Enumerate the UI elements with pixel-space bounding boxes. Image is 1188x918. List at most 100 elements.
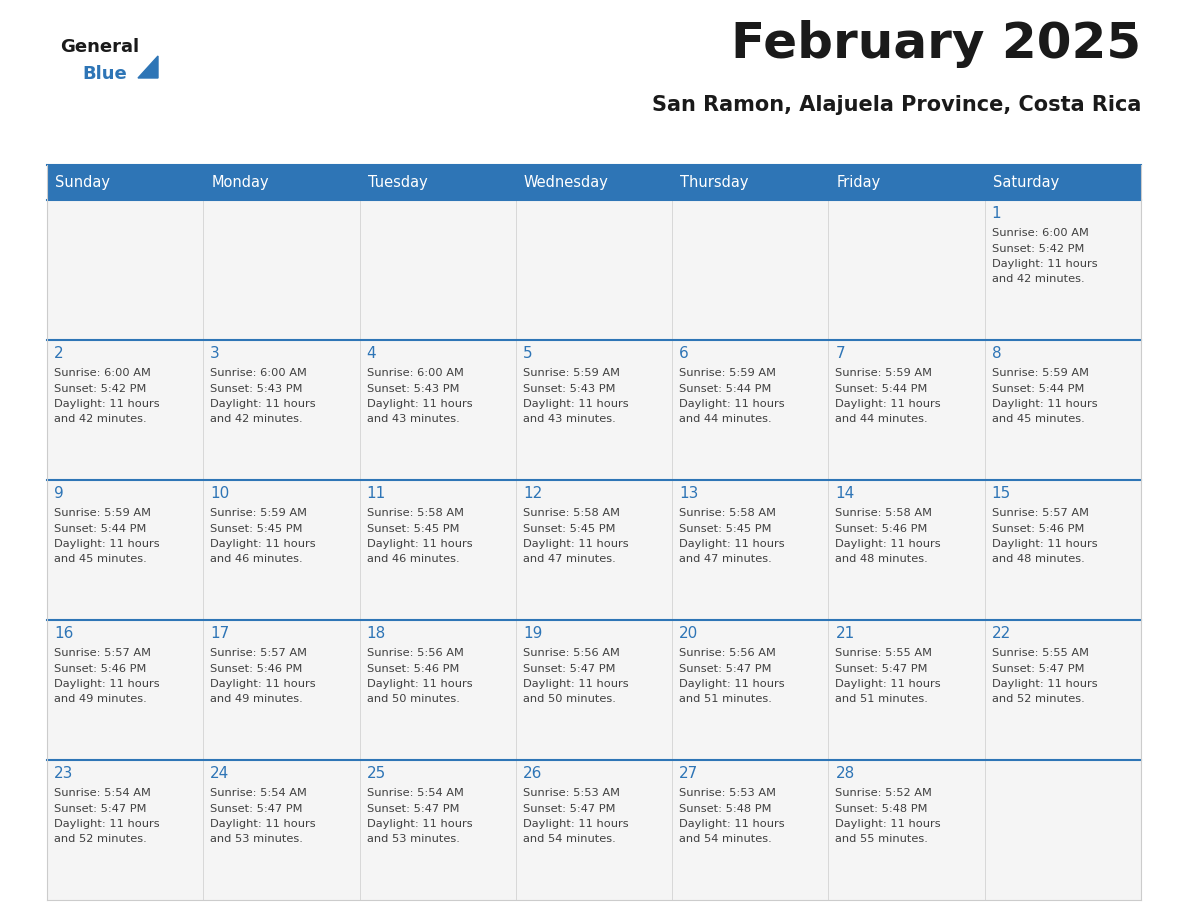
- Text: Daylight: 11 hours: Daylight: 11 hours: [992, 539, 1098, 549]
- Text: Monday: Monday: [211, 175, 268, 190]
- Text: Sunset: 5:47 PM: Sunset: 5:47 PM: [835, 664, 928, 674]
- Text: Sunrise: 5:55 AM: Sunrise: 5:55 AM: [992, 648, 1088, 658]
- Text: and 54 minutes.: and 54 minutes.: [680, 834, 772, 845]
- Bar: [203, 620, 360, 760]
- Bar: [985, 340, 1140, 480]
- Text: Sunset: 5:43 PM: Sunset: 5:43 PM: [523, 384, 615, 394]
- Bar: [828, 620, 985, 760]
- Text: 14: 14: [835, 486, 854, 501]
- Text: Saturday: Saturday: [993, 175, 1059, 190]
- Bar: [360, 200, 516, 340]
- Text: Daylight: 11 hours: Daylight: 11 hours: [680, 399, 785, 409]
- Text: Sunset: 5:47 PM: Sunset: 5:47 PM: [523, 803, 615, 813]
- Bar: [985, 165, 1140, 200]
- Text: Daylight: 11 hours: Daylight: 11 hours: [523, 539, 628, 549]
- Text: Daylight: 11 hours: Daylight: 11 hours: [680, 819, 785, 829]
- Text: 18: 18: [367, 626, 386, 641]
- Bar: [672, 620, 828, 760]
- Text: and 48 minutes.: and 48 minutes.: [835, 554, 928, 565]
- Text: 22: 22: [992, 626, 1011, 641]
- Text: Sunrise: 5:59 AM: Sunrise: 5:59 AM: [835, 368, 933, 378]
- Text: Sunrise: 6:00 AM: Sunrise: 6:00 AM: [367, 368, 463, 378]
- Text: Sunrise: 5:57 AM: Sunrise: 5:57 AM: [53, 648, 151, 658]
- Text: 26: 26: [523, 766, 542, 781]
- Text: and 43 minutes.: and 43 minutes.: [523, 415, 615, 424]
- Text: Daylight: 11 hours: Daylight: 11 hours: [680, 679, 785, 689]
- Text: 25: 25: [367, 766, 386, 781]
- Text: Daylight: 11 hours: Daylight: 11 hours: [835, 399, 941, 409]
- Text: 7: 7: [835, 346, 845, 361]
- Text: and 51 minutes.: and 51 minutes.: [835, 695, 928, 704]
- Text: Sunrise: 5:57 AM: Sunrise: 5:57 AM: [992, 508, 1088, 518]
- Text: Friday: Friday: [836, 175, 880, 190]
- Text: Sunrise: 5:59 AM: Sunrise: 5:59 AM: [680, 368, 776, 378]
- Text: Sunset: 5:45 PM: Sunset: 5:45 PM: [210, 523, 303, 533]
- Text: Sunrise: 5:54 AM: Sunrise: 5:54 AM: [210, 788, 308, 798]
- Text: and 52 minutes.: and 52 minutes.: [53, 834, 147, 845]
- Bar: [48, 165, 203, 200]
- Text: 12: 12: [523, 486, 542, 501]
- Text: Daylight: 11 hours: Daylight: 11 hours: [210, 819, 316, 829]
- Text: 21: 21: [835, 626, 854, 641]
- Text: and 52 minutes.: and 52 minutes.: [992, 695, 1085, 704]
- Bar: [203, 480, 360, 620]
- Bar: [828, 165, 985, 200]
- Bar: [203, 340, 360, 480]
- Text: Sunrise: 5:58 AM: Sunrise: 5:58 AM: [680, 508, 776, 518]
- Text: Sunrise: 5:55 AM: Sunrise: 5:55 AM: [835, 648, 933, 658]
- Text: 19: 19: [523, 626, 542, 641]
- Text: Sunrise: 5:59 AM: Sunrise: 5:59 AM: [523, 368, 620, 378]
- Text: Daylight: 11 hours: Daylight: 11 hours: [992, 679, 1098, 689]
- Text: and 44 minutes.: and 44 minutes.: [680, 415, 772, 424]
- Text: 6: 6: [680, 346, 689, 361]
- Text: Daylight: 11 hours: Daylight: 11 hours: [680, 539, 785, 549]
- Bar: [203, 165, 360, 200]
- Text: Daylight: 11 hours: Daylight: 11 hours: [523, 819, 628, 829]
- Bar: [672, 200, 828, 340]
- Text: 16: 16: [53, 626, 74, 641]
- Text: Sunset: 5:44 PM: Sunset: 5:44 PM: [835, 384, 928, 394]
- Text: Sunrise: 5:59 AM: Sunrise: 5:59 AM: [992, 368, 1088, 378]
- Text: and 51 minutes.: and 51 minutes.: [680, 695, 772, 704]
- Text: 5: 5: [523, 346, 532, 361]
- Text: Daylight: 11 hours: Daylight: 11 hours: [992, 259, 1098, 269]
- Text: Sunset: 5:47 PM: Sunset: 5:47 PM: [367, 803, 459, 813]
- Text: 3: 3: [210, 346, 220, 361]
- Text: and 48 minutes.: and 48 minutes.: [992, 554, 1085, 565]
- Text: and 50 minutes.: and 50 minutes.: [523, 695, 615, 704]
- Text: Sunset: 5:46 PM: Sunset: 5:46 PM: [835, 523, 928, 533]
- Text: Daylight: 11 hours: Daylight: 11 hours: [53, 819, 159, 829]
- Text: Sunrise: 5:53 AM: Sunrise: 5:53 AM: [523, 788, 620, 798]
- Bar: [516, 165, 672, 200]
- Text: Sunrise: 5:56 AM: Sunrise: 5:56 AM: [367, 648, 463, 658]
- Text: Daylight: 11 hours: Daylight: 11 hours: [835, 819, 941, 829]
- Bar: [516, 620, 672, 760]
- Text: Sunrise: 5:56 AM: Sunrise: 5:56 AM: [523, 648, 620, 658]
- Text: Sunrise: 5:58 AM: Sunrise: 5:58 AM: [835, 508, 933, 518]
- Text: Sunrise: 5:57 AM: Sunrise: 5:57 AM: [210, 648, 308, 658]
- Text: Daylight: 11 hours: Daylight: 11 hours: [367, 539, 472, 549]
- Text: Sunrise: 5:58 AM: Sunrise: 5:58 AM: [367, 508, 463, 518]
- Text: 20: 20: [680, 626, 699, 641]
- Bar: [672, 480, 828, 620]
- Bar: [48, 480, 203, 620]
- Text: and 47 minutes.: and 47 minutes.: [680, 554, 772, 565]
- Bar: [828, 760, 985, 900]
- Text: 2: 2: [53, 346, 64, 361]
- Text: 13: 13: [680, 486, 699, 501]
- Text: 28: 28: [835, 766, 854, 781]
- Text: 17: 17: [210, 626, 229, 641]
- Text: Sunrise: 5:59 AM: Sunrise: 5:59 AM: [53, 508, 151, 518]
- Bar: [516, 200, 672, 340]
- Text: and 46 minutes.: and 46 minutes.: [210, 554, 303, 565]
- Bar: [828, 340, 985, 480]
- Bar: [48, 620, 203, 760]
- Text: 24: 24: [210, 766, 229, 781]
- Text: Sunrise: 5:54 AM: Sunrise: 5:54 AM: [367, 788, 463, 798]
- Text: Sunset: 5:45 PM: Sunset: 5:45 PM: [367, 523, 459, 533]
- Text: and 53 minutes.: and 53 minutes.: [210, 834, 303, 845]
- Text: Sunrise: 5:58 AM: Sunrise: 5:58 AM: [523, 508, 620, 518]
- Text: February 2025: February 2025: [731, 20, 1140, 68]
- Text: Sunset: 5:45 PM: Sunset: 5:45 PM: [523, 523, 615, 533]
- Text: Daylight: 11 hours: Daylight: 11 hours: [367, 819, 472, 829]
